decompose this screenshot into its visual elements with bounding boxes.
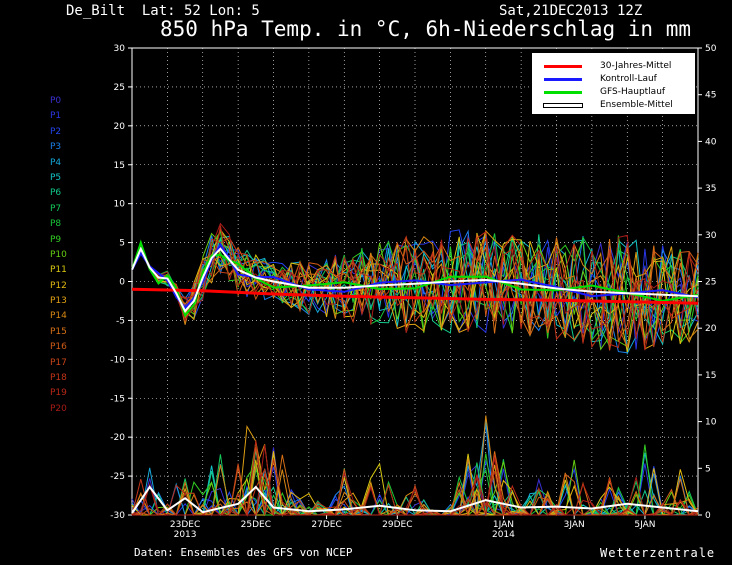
y-tick-label-right: 15 bbox=[705, 371, 716, 381]
member-label: P3 bbox=[50, 142, 62, 153]
station-label: De_Bilt Lat: 52 Lon: 5 bbox=[66, 3, 260, 19]
x-tick-label: 1JAN bbox=[493, 520, 514, 530]
legend-swatch bbox=[544, 104, 582, 107]
member-label: P8 bbox=[50, 219, 62, 230]
member-label: P14 bbox=[50, 311, 67, 322]
y-tick-label-left: -30 bbox=[110, 511, 125, 521]
y-tick-label-left: -20 bbox=[110, 433, 125, 443]
member-temp-line-p20 bbox=[131, 222, 699, 339]
y-tick-label-left: 0 bbox=[119, 278, 125, 288]
legend-entry: GFS-Hauptlauf bbox=[532, 86, 695, 98]
member-label: P10 bbox=[50, 249, 67, 260]
x-tick-year-label: 2013 bbox=[174, 530, 197, 540]
x-tick-label: 3JAN bbox=[564, 520, 585, 530]
x-tick-label: 23DEC bbox=[170, 520, 200, 530]
member-label: P9 bbox=[50, 234, 62, 245]
climatology-30yr-line bbox=[131, 287, 699, 305]
y-tick-label-left: 20 bbox=[114, 122, 126, 132]
x-tick-label: 29DEC bbox=[382, 520, 412, 530]
member-label: P15 bbox=[50, 326, 67, 337]
axes: 302520151050-5-10-15-20-25-3050454035302… bbox=[110, 44, 716, 540]
legend-swatch bbox=[544, 78, 582, 81]
y-tick-label-right: 40 bbox=[705, 137, 717, 147]
member-label: P7 bbox=[50, 203, 62, 214]
ensemble-member-list: P0 P1 P2 P3 P4 P5 P6 P7 P8 P9 P10 P11 P12 P13 P14 P15 P1… bbox=[50, 96, 67, 419]
member-temp-line-p18 bbox=[131, 235, 699, 349]
member-label: P18 bbox=[50, 373, 67, 384]
member-label: P12 bbox=[50, 280, 67, 291]
y-tick-label-right: 25 bbox=[705, 278, 716, 288]
member-temp-line-p19 bbox=[131, 225, 699, 351]
member-precip-line-p20 bbox=[131, 444, 699, 517]
legend-entry: Ensemble-Mittel bbox=[532, 99, 695, 111]
ensemble-mean-precip-line bbox=[131, 485, 699, 514]
x-tick-label: 27DEC bbox=[311, 520, 341, 530]
y-tick-label-left: 15 bbox=[114, 161, 125, 171]
legend-label: 30-Jahres-Mittel bbox=[600, 61, 672, 71]
member-label: P5 bbox=[50, 172, 62, 183]
y-tick-label-left: 10 bbox=[114, 200, 126, 210]
member-label: P6 bbox=[50, 188, 62, 199]
member-label: P11 bbox=[50, 265, 67, 276]
member-temp-line-p8 bbox=[131, 233, 699, 347]
legend-swatch bbox=[544, 65, 582, 68]
member-label: P13 bbox=[50, 296, 67, 307]
member-temp-line-p15 bbox=[131, 237, 699, 343]
y-tick-label-right: 0 bbox=[705, 511, 711, 521]
y-tick-label-right: 35 bbox=[705, 184, 716, 194]
y-tick-label-left: -5 bbox=[116, 316, 125, 326]
y-tick-label-left: 25 bbox=[114, 83, 125, 93]
chart-title: 850 hPa Temp. in °C, 6h-Niederschlag in … bbox=[160, 17, 692, 41]
y-tick-label-left: 5 bbox=[119, 239, 125, 249]
legend-entry: Kontroll-Lauf bbox=[532, 73, 695, 85]
y-tick-label-right: 30 bbox=[705, 231, 717, 241]
member-label: P0 bbox=[50, 96, 62, 106]
run-datetime: Sat,21DEC2013 12Z bbox=[499, 3, 643, 19]
legend-label: Kontroll-Lauf bbox=[600, 74, 657, 84]
member-label: P17 bbox=[50, 357, 67, 368]
ensemble-mean-temp-line bbox=[131, 246, 699, 313]
member-temp-line-p16 bbox=[131, 227, 699, 349]
y-tick-label-left: 30 bbox=[114, 44, 126, 54]
x-tick-label: 25DEC bbox=[241, 520, 271, 530]
y-tick-label-right: 20 bbox=[705, 324, 717, 334]
legend-label: GFS-Hauptlauf bbox=[600, 87, 666, 97]
y-tick-label-left: -10 bbox=[110, 355, 125, 365]
y-tick-label-right: 50 bbox=[705, 44, 717, 54]
y-tick-label-right: 45 bbox=[705, 91, 716, 101]
x-tick-year-label: 2014 bbox=[492, 530, 515, 540]
member-label: P2 bbox=[50, 126, 62, 137]
data-source-credit: Daten: Ensembles des GFS von NCEP bbox=[134, 546, 353, 559]
brand-label: Wetterzentrale bbox=[600, 546, 716, 560]
member-label: P20 bbox=[50, 403, 67, 414]
y-tick-label-right: 5 bbox=[705, 464, 711, 474]
x-tick-label: 5JAN bbox=[634, 520, 655, 530]
series bbox=[131, 222, 699, 517]
legend-label: Ensemble-Mittel bbox=[600, 100, 673, 110]
y-tick-label-left: -25 bbox=[110, 472, 125, 482]
y-tick-label-left: -15 bbox=[110, 394, 125, 404]
member-label: P1 bbox=[50, 111, 62, 122]
y-tick-label-right: 10 bbox=[705, 418, 717, 428]
legend-swatch bbox=[544, 91, 582, 94]
member-label: P4 bbox=[50, 157, 62, 168]
legend-entry: 30-Jahres-Mittel bbox=[532, 60, 695, 72]
member-label: P16 bbox=[50, 342, 67, 353]
member-label: P19 bbox=[50, 388, 67, 399]
legend: 30-Jahres-Mittel Kontroll-Lauf GFS-Hauptla… bbox=[531, 52, 696, 115]
